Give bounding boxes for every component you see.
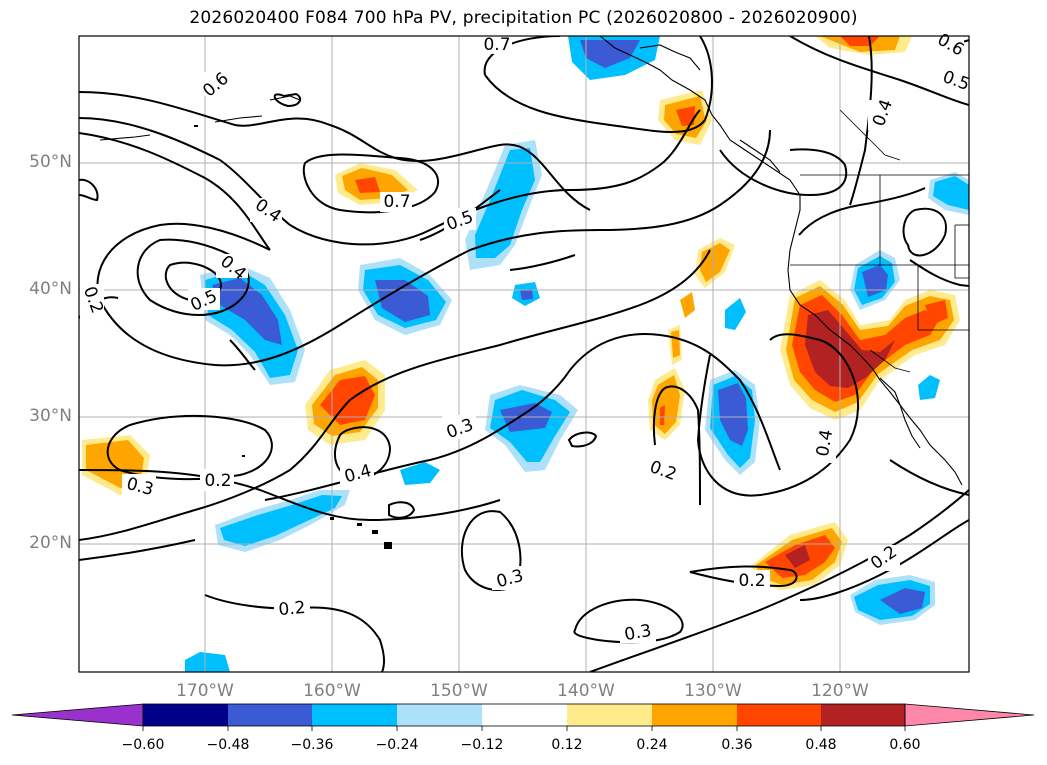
lon-label: 120°W [811, 681, 869, 701]
borders [790, 109, 969, 373]
colorbar-tick-label: −0.12 [460, 737, 504, 753]
lon-label: 160°W [303, 681, 361, 701]
precip-shading [82, 36, 969, 672]
contour-labels: 0.7 0.6 0.6 0.5 0.4 0.4 0.5 0.4 0.5 0.7 … [79, 30, 972, 645]
contour-label: 0.2 [278, 598, 307, 620]
colorbar-tick-label: −0.48 [206, 737, 250, 753]
plot-frame [78, 35, 970, 673]
lon-label: 140°W [557, 681, 615, 701]
pv-contours [79, 36, 969, 672]
lat-label: 50°N [29, 152, 72, 172]
contour-label: 0.2 [204, 471, 231, 491]
colorbar-tick-label: −0.24 [375, 737, 419, 753]
contour-label: 0.7 [483, 35, 510, 55]
colorbar-tick-label: 0.12 [551, 737, 583, 753]
contour-label: 0.4 [813, 428, 837, 458]
colorbar-tick-label: −0.60 [121, 737, 165, 753]
colorbar-tick-label: 0.60 [889, 737, 921, 753]
colorbar-tick-label: −0.36 [290, 737, 334, 753]
contour-label: 0.2 [738, 571, 765, 591]
colorbar-tick-label: 0.24 [636, 737, 668, 753]
colorbar-tick-label: 0.48 [805, 737, 837, 753]
colorbar-tick-label: 0.36 [721, 737, 753, 753]
lat-label: 30°N [29, 406, 72, 426]
lon-label: 170°W [176, 681, 234, 701]
lat-label: 40°N [29, 279, 72, 299]
contour-label: 0.7 [383, 192, 410, 212]
colorbar [11, 703, 1035, 731]
lat-label: 20°N [29, 533, 72, 553]
map-title: 2026020400 F084 700 hPa PV, precipitatio… [189, 8, 858, 28]
contour-label: 0.3 [623, 621, 653, 645]
lon-label: 150°W [430, 681, 488, 701]
lon-label: 130°W [684, 681, 742, 701]
